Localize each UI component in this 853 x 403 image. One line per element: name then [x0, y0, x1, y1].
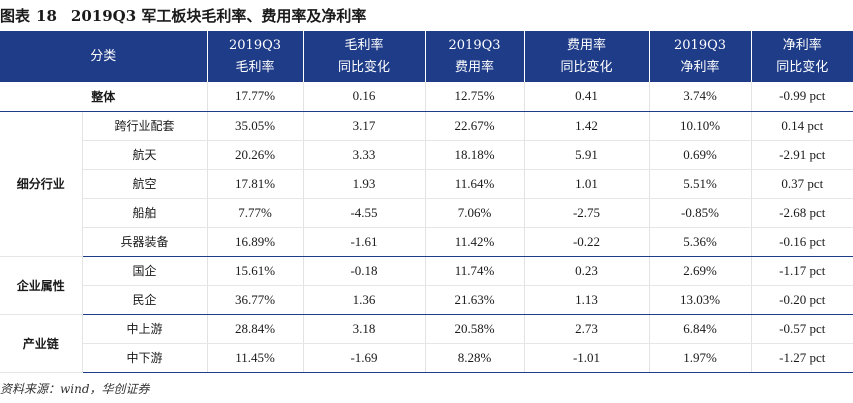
- cell: 11.74%: [425, 256, 525, 286]
- cell: -0.22: [524, 227, 650, 257]
- cell: 17.81%: [207, 169, 304, 199]
- row-label: 兵器装备: [82, 227, 208, 257]
- cell: 7.77%: [207, 198, 304, 228]
- cell: 10.10%: [649, 111, 752, 141]
- cell: 18.18%: [425, 140, 525, 170]
- cell: -1.61: [303, 227, 426, 257]
- cell: 11.42%: [425, 227, 525, 257]
- cell: 7.06%: [425, 198, 525, 228]
- cell: -0.85%: [649, 198, 752, 228]
- cell: -0.57 pct: [751, 314, 853, 344]
- table-row: 产业链 中上游 28.84% 3.18 20.58% 2.73 6.84% -0.57 pct: [0, 314, 853, 373]
- table-row: 中下游 11.45% -1.69 8.28% -1.01 1.97% -1.27 pct: [0, 343, 853, 373]
- source-note: 资料来源：wind，华创证券: [0, 382, 150, 396]
- row-label: 中上游: [82, 314, 208, 344]
- row-label: 国企: [82, 256, 208, 286]
- cell: 2.69%: [649, 256, 752, 286]
- cell: -1.69: [303, 343, 426, 373]
- cell: 0.37 pct: [751, 169, 853, 199]
- cell: 5.51%: [649, 169, 752, 199]
- table-row: 企业属性 国企 15.61% -0.18 11.74% 0.23 2.69% -1.17 pc…: [0, 256, 853, 315]
- row-label: 船舶: [82, 198, 208, 228]
- header-row: 分类 2019Q3 毛利率 毛利率 同比变化 2019Q3 费用率 费用率 同比变化 2…: [0, 31, 853, 82]
- header-expense-ratio: 2019Q3 费用率: [425, 31, 525, 82]
- total-label: 整体: [0, 82, 208, 112]
- cell: 0.69%: [649, 140, 752, 170]
- group-label: 企业属性: [0, 256, 83, 315]
- header-net-margin-yoy: 净利率 同比变化: [751, 31, 853, 82]
- cell: 1.42: [524, 111, 650, 141]
- cell: 8.28%: [425, 343, 525, 373]
- cell: -1.01: [524, 343, 650, 373]
- cell: 20.58%: [425, 314, 525, 344]
- cell: 3.74%: [649, 82, 752, 112]
- cell: 3.18: [303, 314, 426, 344]
- cell: -0.18: [303, 256, 426, 286]
- table-row: 航空 17.81% 1.93 11.64% 1.01 5.51% 0.37 pct: [0, 169, 853, 199]
- figure-title-text: 2019Q3 军工板块毛利率、费用率及净利率: [70, 7, 367, 25]
- margin-table: 分类 2019Q3 毛利率 毛利率 同比变化 2019Q3 费用率 费用率 同比变化 2…: [0, 31, 853, 373]
- cell: -2.68 pct: [751, 198, 853, 228]
- cell: 1.36: [303, 285, 426, 315]
- cell: 35.05%: [207, 111, 304, 141]
- cell: 0.41: [524, 82, 650, 112]
- table-row: 细分行业 跨行业配套 35.05% 3.17 22.67% 1.42 10.10% 0.14 …: [0, 111, 853, 257]
- cell: 28.84%: [207, 314, 304, 344]
- cell: -2.91 pct: [751, 140, 853, 170]
- table-body: 整体 17.77% 0.16 12.75% 0.41 3.74% -0.99 p…: [0, 82, 853, 373]
- group-label: 细分行业: [0, 111, 83, 257]
- table-row: 兵器装备 16.89% -1.61 11.42% -0.22 5.36% -0.16 pct: [0, 227, 853, 257]
- header-gross-margin-yoy: 毛利率 同比变化: [303, 31, 426, 82]
- table-row: 船舶 7.77% -4.55 7.06% -2.75 -0.85% -2.68 pct: [0, 198, 853, 228]
- cell: -0.99 pct: [751, 82, 853, 112]
- cell: 13.03%: [649, 285, 752, 315]
- row-label: 航天: [82, 140, 208, 170]
- cell: 1.97%: [649, 343, 752, 373]
- figure-number: 18: [36, 7, 57, 25]
- cell: 21.63%: [425, 285, 525, 315]
- cell: 5.91: [524, 140, 650, 170]
- cell: 16.89%: [207, 227, 304, 257]
- cell: 36.77%: [207, 285, 304, 315]
- cell: -1.27 pct: [751, 343, 853, 373]
- cell: 6.84%: [649, 314, 752, 344]
- row-label: 民企: [82, 285, 208, 315]
- total-row: 整体 17.77% 0.16 12.75% 0.41 3.74% -0.99 p…: [0, 82, 853, 112]
- cell: 11.45%: [207, 343, 304, 373]
- cell: 1.93: [303, 169, 426, 199]
- header-net-margin: 2019Q3 净利率: [649, 31, 752, 82]
- cell: -0.16 pct: [751, 227, 853, 257]
- cell: -2.75: [524, 198, 650, 228]
- table-row: 民企 36.77% 1.36 21.63% 1.13 13.03% -0.20 pct: [0, 285, 853, 315]
- figure-title: 图表 18 2019Q3 军工板块毛利率、费用率及净利率: [0, 4, 366, 28]
- cell: 1.13: [524, 285, 650, 315]
- cell: -0.20 pct: [751, 285, 853, 315]
- row-label: 中下游: [82, 343, 208, 373]
- cell: 20.26%: [207, 140, 304, 170]
- row-label: 跨行业配套: [82, 111, 208, 141]
- cell: 22.67%: [425, 111, 525, 141]
- cell: -4.55: [303, 198, 426, 228]
- cell: -1.17 pct: [751, 256, 853, 286]
- header-category: 分类: [0, 31, 208, 82]
- cell: 15.61%: [207, 256, 304, 286]
- cell: 11.64%: [425, 169, 525, 199]
- cell: 2.73: [524, 314, 650, 344]
- header-expense-ratio-yoy: 费用率 同比变化: [524, 31, 650, 82]
- figure-label: 图表: [0, 7, 31, 25]
- cell: 5.36%: [649, 227, 752, 257]
- cell: 3.17: [303, 111, 426, 141]
- row-label: 航空: [82, 169, 208, 199]
- cell: 0.14 pct: [751, 111, 853, 141]
- group-label: 产业链: [0, 314, 83, 373]
- cell: 1.01: [524, 169, 650, 199]
- table-row: 航天 20.26% 3.33 18.18% 5.91 0.69% -2.91 pct: [0, 140, 853, 170]
- cell: 3.33: [303, 140, 426, 170]
- cell: 17.77%: [207, 82, 304, 112]
- cell: 0.23: [524, 256, 650, 286]
- header-gross-margin: 2019Q3 毛利率: [207, 31, 304, 82]
- cell: 12.75%: [425, 82, 525, 112]
- cell: 0.16: [303, 82, 426, 112]
